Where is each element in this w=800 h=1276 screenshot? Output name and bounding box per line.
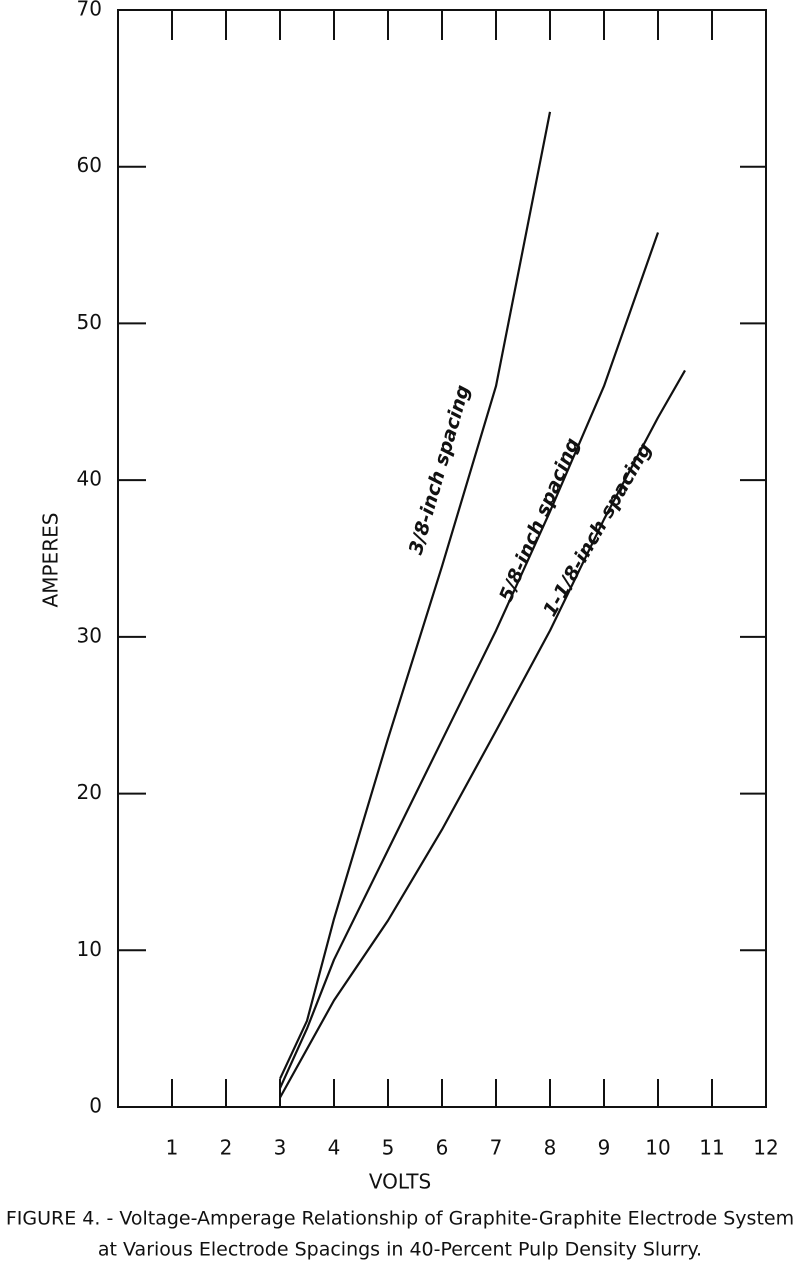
- y-tick-label: 20: [77, 780, 102, 804]
- series-line: [279, 369, 686, 1099]
- y-tick-label: 0: [89, 1094, 102, 1118]
- series-label: 3/8-inch spacing: [405, 383, 474, 558]
- y-tick-label: 40: [77, 467, 102, 491]
- x-tick-label: 10: [645, 1136, 670, 1160]
- x-tick-label: 2: [220, 1136, 233, 1160]
- y-tick-label: 60: [77, 153, 102, 177]
- x-tick-label: 8: [544, 1136, 557, 1160]
- x-axis-label: VOLTS: [369, 1170, 431, 1194]
- caption: FIGURE 4. - Voltage-Amperage Relationshi…: [6, 1208, 794, 1230]
- caption: at Various Electrode Spacings in 40-Perc…: [98, 1239, 702, 1261]
- x-tick-label: 6: [436, 1136, 449, 1160]
- x-tick-label: 9: [598, 1136, 611, 1160]
- y-axis-label: AMPERES: [39, 513, 63, 608]
- x-tick-label: 7: [490, 1136, 503, 1160]
- y-tick-label: 10: [77, 937, 102, 961]
- y-tick-label: 30: [77, 623, 102, 647]
- y-tick-label: 70: [77, 0, 102, 21]
- series-line: [279, 111, 552, 1080]
- x-tick-label: 5: [382, 1136, 395, 1160]
- series-line: [278, 232, 660, 1089]
- x-tick-label: 3: [274, 1136, 287, 1160]
- x-tick-label: 4: [328, 1136, 341, 1160]
- y-tick-label: 50: [77, 310, 102, 334]
- x-tick-label: 1: [166, 1136, 179, 1160]
- plot-frame: [117, 9, 767, 1108]
- x-tick-label: 12: [753, 1136, 778, 1160]
- x-tick-label: 11: [699, 1136, 724, 1160]
